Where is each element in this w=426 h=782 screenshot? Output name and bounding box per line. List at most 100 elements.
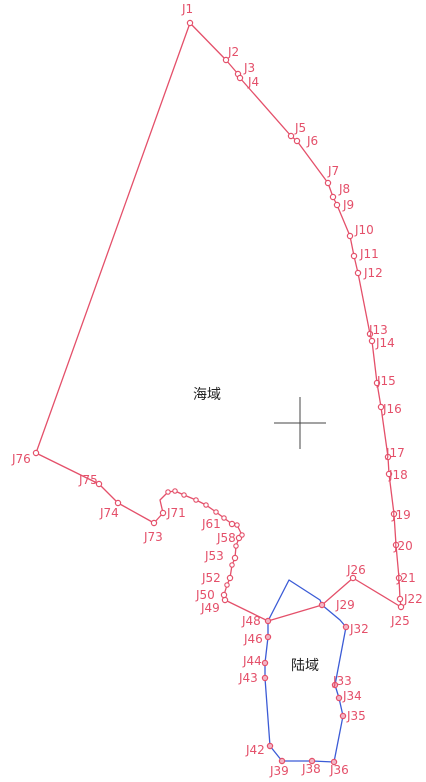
point-j9-marker <box>333 201 341 209</box>
point-j2-label: J2 <box>227 45 239 59</box>
point-j7-marker <box>324 179 332 187</box>
point-j73-marker <box>150 519 158 527</box>
region-label-land: 陆域 <box>291 658 319 674</box>
point-j1-marker <box>186 19 194 27</box>
point-j29-label: J29 <box>335 598 355 612</box>
point-j44-marker <box>261 659 269 667</box>
boundary-vertex-marker <box>193 497 199 503</box>
point-j29-marker <box>318 601 326 609</box>
point-j50-label: J50 <box>195 588 215 602</box>
point-j19-marker <box>390 510 398 518</box>
point-j48-marker <box>264 617 272 625</box>
crosshair-marker <box>274 397 326 449</box>
point-j8-marker <box>329 193 337 201</box>
point-j19-label: J19 <box>391 508 411 522</box>
point-j22-marker <box>396 595 404 603</box>
point-j8-label: J8 <box>338 182 350 196</box>
point-j17-label: J17 <box>385 446 405 460</box>
point-j46-label: J46 <box>243 632 263 646</box>
boundary-vertex-marker <box>221 515 227 521</box>
point-j73-label: J73 <box>143 530 163 544</box>
point-j5-marker <box>287 132 295 140</box>
point-j22-label: J22 <box>403 592 423 606</box>
point-j39-label: J39 <box>269 764 289 778</box>
point-j42-label: J42 <box>245 743 265 757</box>
point-j36-marker <box>330 758 338 766</box>
point-j16-marker <box>377 403 385 411</box>
point-j21-label: J21 <box>396 571 416 585</box>
point-j13-label: J13 <box>368 323 388 337</box>
point-j18-marker <box>385 470 393 478</box>
point-j6-marker <box>293 137 301 145</box>
point-j43-label: J43 <box>238 671 258 685</box>
point-j9-label: J9 <box>342 198 354 212</box>
point-j11-label: J11 <box>359 247 379 261</box>
point-j26-label: J26 <box>346 563 366 577</box>
point-j35-marker <box>339 712 347 720</box>
point-j26-marker <box>349 574 357 582</box>
point-j4-label: J4 <box>247 75 259 89</box>
point-j43-marker <box>261 674 269 682</box>
point-j14-label: J14 <box>375 336 395 350</box>
point-j53-marker <box>231 554 239 562</box>
point-j12-label: J12 <box>363 266 383 280</box>
point-j1-label: J1 <box>181 2 193 16</box>
point-j48-label: J48 <box>241 614 261 628</box>
point-j49-marker <box>221 596 229 604</box>
region-label-sea: 海域 <box>193 387 221 403</box>
point-j76-marker <box>32 449 40 457</box>
boundary-vertex-marker <box>203 502 209 508</box>
point-j6-label: J6 <box>306 134 318 148</box>
point-j39-marker <box>278 757 286 765</box>
boundary-vertex-marker <box>233 543 239 549</box>
boundary-vertex-marker <box>172 488 178 494</box>
point-j58-label: J58 <box>216 531 236 545</box>
point-j13-marker <box>366 330 374 338</box>
point-j33-label: J33 <box>332 674 352 688</box>
point-j36-label: J36 <box>329 763 349 777</box>
point-j33-marker <box>331 681 339 689</box>
point-j14-marker <box>368 337 376 345</box>
point-j71-label: J71 <box>166 506 186 520</box>
point-j38-marker <box>308 757 316 765</box>
point-j7-label: J7 <box>327 164 339 178</box>
point-j50-marker <box>220 591 228 599</box>
point-j42-marker <box>266 742 274 750</box>
point-j12-marker <box>354 269 362 277</box>
point-j61-marker <box>228 520 236 528</box>
point-j74-marker <box>114 499 122 507</box>
point-j46-marker <box>264 633 272 641</box>
point-j71-marker <box>159 509 167 517</box>
point-j17-marker <box>384 453 392 461</box>
point-j21-marker <box>395 574 403 582</box>
point-j5-label: J5 <box>294 121 306 135</box>
point-j52-label: J52 <box>201 571 221 585</box>
point-j10-label: J10 <box>354 223 374 237</box>
point-j20-label: J20 <box>393 539 413 553</box>
boundary-vertex-marker <box>165 489 171 495</box>
point-j61-label: J61 <box>201 517 221 531</box>
point-j25-label: J25 <box>390 614 410 628</box>
boundary-vertex-marker <box>181 492 187 498</box>
point-j49-label: J49 <box>200 601 220 615</box>
point-j34-marker <box>335 694 343 702</box>
point-j11-marker <box>350 252 358 260</box>
boundary-vertex-marker <box>239 532 245 538</box>
boundary-vertex-marker <box>234 522 240 528</box>
point-j10-marker <box>346 232 354 240</box>
point-j76-label: J76 <box>11 452 31 466</box>
boundary-vertex-marker <box>229 562 235 568</box>
point-j52-marker <box>226 574 234 582</box>
point-j4-marker <box>236 74 244 82</box>
point-j25-marker <box>397 603 405 611</box>
point-j53-label: J53 <box>204 549 224 563</box>
point-j15-label: J15 <box>376 374 396 388</box>
point-j2-marker <box>222 56 230 64</box>
point-j44-label: J44 <box>242 654 262 668</box>
point-j32-marker <box>342 623 350 631</box>
point-j15-marker <box>373 379 381 387</box>
point-j38-label: J38 <box>301 762 321 776</box>
point-j74-label: J74 <box>99 506 119 520</box>
point-j34-label: J34 <box>342 689 362 703</box>
point-j18-label: J18 <box>388 468 408 482</box>
